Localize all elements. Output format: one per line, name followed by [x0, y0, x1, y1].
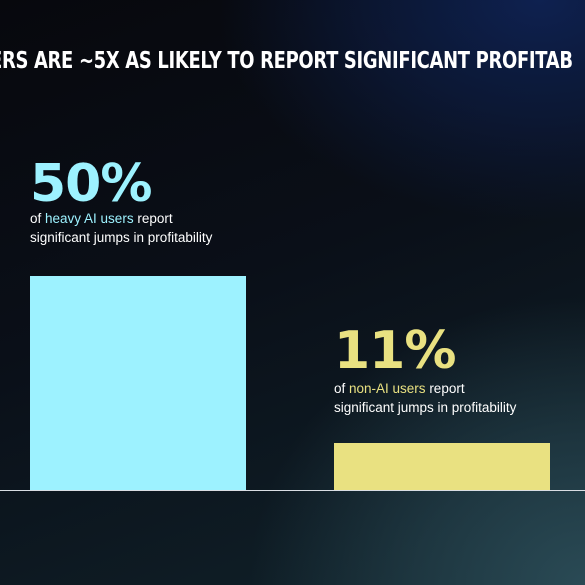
chart-baseline [0, 490, 585, 491]
caption-prefix: of [334, 381, 350, 396]
stat-caption-heavy-ai: of heavy AI users report significant jum… [30, 209, 212, 247]
caption-line2: significant jumps in profitability [30, 230, 213, 245]
chart-title: ERS ARE ~5X AS LIKELY TO REPORT SIGNIFIC… [0, 48, 573, 74]
stat-caption-non-ai: of non-AI users report significant jumps… [334, 379, 516, 417]
caption-suffix: report [425, 381, 465, 396]
caption-line2: significant jumps in profitability [334, 400, 517, 415]
caption-prefix: of [30, 211, 46, 226]
stat-value-heavy-ai: 50% [30, 154, 152, 214]
stat-value-non-ai: 11% [334, 321, 456, 381]
caption-highlight-non-ai: non-AI users [349, 381, 426, 396]
bar-non-ai [334, 443, 550, 490]
bar-heavy-ai [30, 276, 246, 490]
caption-suffix: report [133, 211, 173, 226]
caption-highlight-heavy-ai: heavy AI users [45, 211, 134, 226]
